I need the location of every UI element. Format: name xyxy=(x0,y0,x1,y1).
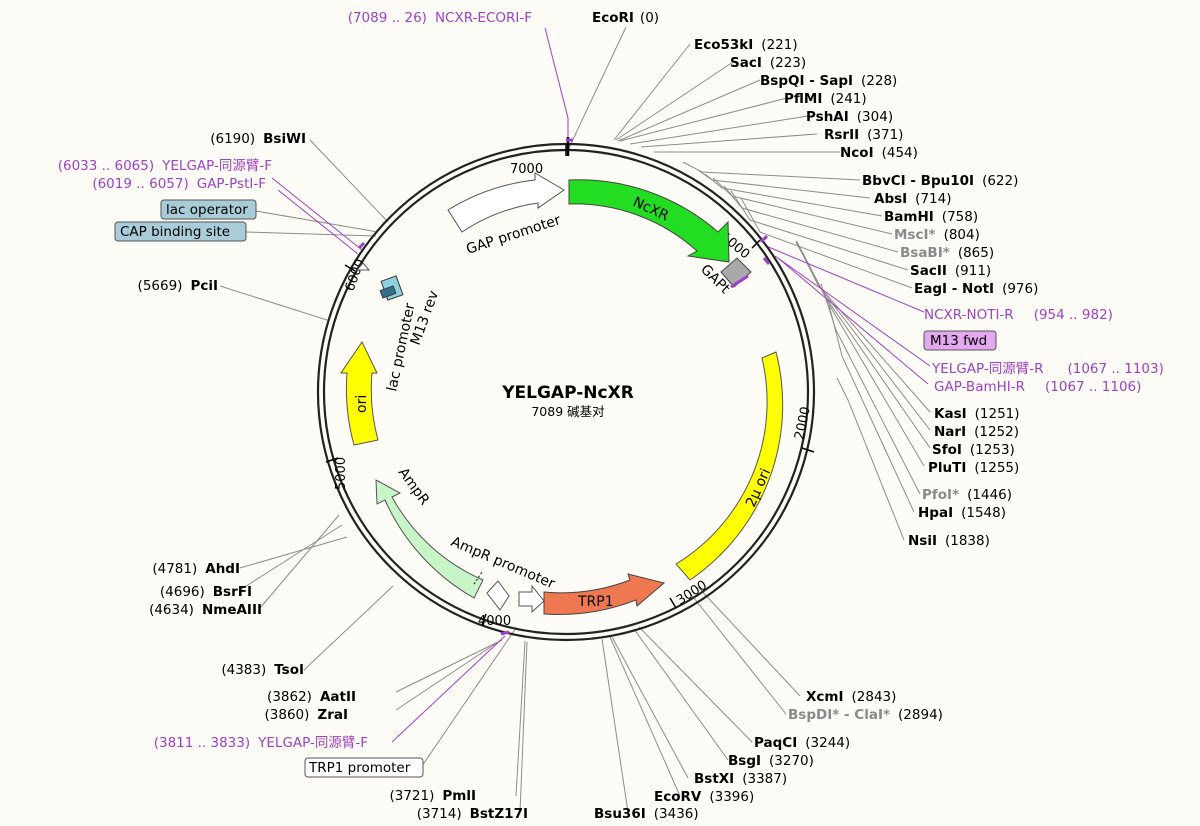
feature-lac-promoter[interactable] xyxy=(355,262,371,271)
site-label-bstxi[interactable]: BstXI (3387) xyxy=(694,771,787,787)
primer-label-gap-bamhi-r[interactable]: GAP-BamHI-R (1067 .. 1106) xyxy=(934,379,1141,395)
boxed-label-lac-operator[interactable]: lac operator xyxy=(160,199,257,220)
feature-cap-site xyxy=(379,285,397,299)
site-label-nmeaiii[interactable]: (4634) NmeAIII xyxy=(149,602,262,618)
site-label-paqci[interactable]: PaqCI (3244) xyxy=(754,735,850,751)
site-label-bsrfi[interactable]: (4696) BsrFI xyxy=(160,584,252,600)
site-label-absi[interactable]: AbsI (714) xyxy=(874,191,951,207)
site-label-pluti[interactable]: PluTI (1255) xyxy=(928,460,1019,476)
site-label-ecori[interactable]: EcoRI (0) xyxy=(592,10,659,26)
feature-gap-promoter[interactable] xyxy=(447,172,565,233)
site-label-hpai[interactable]: HpaI (1548) xyxy=(918,505,1006,521)
feature-label-ori: ori xyxy=(354,395,370,413)
site-label-bbvci-bpu10i[interactable]: BbvCI - Bpu10I (622) xyxy=(862,173,1018,189)
feature-gapt[interactable] xyxy=(720,257,752,288)
site-label-eagi-noti[interactable]: EagI - NotI (976) xyxy=(914,281,1038,297)
primer-leader-lines xyxy=(271,27,931,743)
site-label-zrai[interactable]: (3860) ZraI xyxy=(265,707,348,723)
site-label-pfoi[interactable]: PfoI* (1446) xyxy=(922,487,1012,503)
site-label-kasi[interactable]: KasI (1251) xyxy=(934,406,1020,422)
site-label-msci[interactable]: MscI* (804) xyxy=(894,227,980,243)
primer-label-ncxr-noti-r[interactable]: NCXR-NOTI-R (954 .. 982) xyxy=(924,307,1113,323)
site-label-rsrii[interactable]: RsrII (371) xyxy=(824,127,903,143)
primer-label-yelgap-f-2[interactable]: (3811 .. 3833) YELGAP-同源臂-F xyxy=(154,735,368,751)
primer-label-ncxr-ecori-f[interactable]: (7089 .. 26) NCXR-ECORI-F xyxy=(348,10,532,26)
ampr-dotted-mark xyxy=(473,571,483,585)
feature-ori[interactable] xyxy=(340,341,379,446)
tick-label-2000: 2000 xyxy=(792,405,814,440)
feature-trp1[interactable] xyxy=(543,573,666,615)
tick-marks xyxy=(325,144,815,626)
site-label-eco53ki[interactable]: Eco53kI (221) xyxy=(694,37,798,53)
svg-text:CAP binding site: CAP binding site xyxy=(120,224,230,240)
site-label-nari[interactable]: NarI (1252) xyxy=(934,424,1019,440)
site-label-bspqi-sapi[interactable]: BspQI - SapI (228) xyxy=(760,73,897,89)
site-label-bstz17i[interactable]: (3714) BstZ17I xyxy=(417,806,528,822)
site-label-ncoi[interactable]: NcoI (454) xyxy=(840,145,918,161)
tick-label-5000: 5000 xyxy=(334,457,349,490)
feature-label-lac-promoter: lac promoter xyxy=(384,302,418,393)
site-label-bamhi[interactable]: BamHI (758) xyxy=(884,209,978,225)
gapt-primer-mark xyxy=(730,274,749,289)
site-label-pshai[interactable]: PshAI (304) xyxy=(806,109,893,125)
site-label-xcmi[interactable]: XcmI (2843) xyxy=(806,689,896,705)
svg-text:M13 fwd: M13 fwd xyxy=(930,333,987,349)
svg-text:lac operator: lac operator xyxy=(166,202,248,218)
feature-two-mu-ori[interactable] xyxy=(675,351,784,581)
site-label-bsgi[interactable]: BsgI (3270) xyxy=(728,753,814,769)
site-label-pflmi[interactable]: PflMI (241) xyxy=(784,91,867,107)
feature-label-trp1: TRP1 xyxy=(577,594,614,610)
site-label-bsiwi[interactable]: (6190) BsiWI xyxy=(210,131,306,147)
site-label-bsu36i[interactable]: Bsu36I (3436) xyxy=(594,806,699,822)
feature-ncxr[interactable] xyxy=(568,179,730,263)
primer-label-yelgap-r[interactable]: YELGAP-同源臂-R (1067 .. 1103) xyxy=(931,361,1164,377)
boxed-label-m13-fwd[interactable]: M13 fwd xyxy=(923,330,997,351)
primer-label-yelgap-f-1[interactable]: (6033 .. 6065) YELGAP-同源臂-F xyxy=(58,158,272,174)
tick-label-4000: 4000 xyxy=(478,614,511,629)
tick-label-3000: 3000 xyxy=(674,578,710,609)
feature-ampr[interactable] xyxy=(375,479,484,599)
site-label-bsabi[interactable]: BsaBI* (865) xyxy=(900,245,994,261)
site-label-ecorv[interactable]: EcoRV (3396) xyxy=(654,789,754,805)
boxed-label-cap-binding-site[interactable]: CAP binding site xyxy=(114,221,247,242)
site-label-tsoi[interactable]: (4383) TsoI xyxy=(221,662,304,678)
site-label-bspdi-clai[interactable]: BspDI* - ClaI* (2894) xyxy=(788,707,943,723)
site-label-saci[interactable]: SacI (223) xyxy=(730,55,806,71)
site-label-sacii[interactable]: SacII (911) xyxy=(910,263,991,279)
primer-marks xyxy=(357,138,771,636)
site-label-ahdi[interactable]: (4781) AhdI xyxy=(152,561,240,577)
boxed-label-trp1-promoter[interactable]: TRP1 promoter xyxy=(304,757,424,778)
feature-label-ampr: AmpR xyxy=(395,465,433,508)
site-label-aatii[interactable]: (3862) AatII xyxy=(267,689,356,705)
site-label-sfoi[interactable]: SfoI (1253) xyxy=(932,442,1015,458)
site-label-nsii[interactable]: NsiI (1838) xyxy=(908,533,990,549)
tick-label-6000: 6000 xyxy=(343,257,368,293)
feature-ampr-promoter-a[interactable] xyxy=(486,580,510,611)
plasmid-length: 7089 碱基对 xyxy=(531,404,604,419)
site-label-pmli[interactable]: (3721) PmlI xyxy=(389,788,476,804)
feature-ampr-promoter-b[interactable] xyxy=(518,584,545,614)
svg-text:TRP1 promoter: TRP1 promoter xyxy=(308,760,411,776)
primer-label-gap-psti-f[interactable]: (6019 .. 6057) GAP-PstI-F xyxy=(92,176,266,192)
site-label-pcii[interactable]: (5669) PciI xyxy=(138,278,218,294)
plasmid-name: YELGAP-NcXR xyxy=(501,383,634,403)
